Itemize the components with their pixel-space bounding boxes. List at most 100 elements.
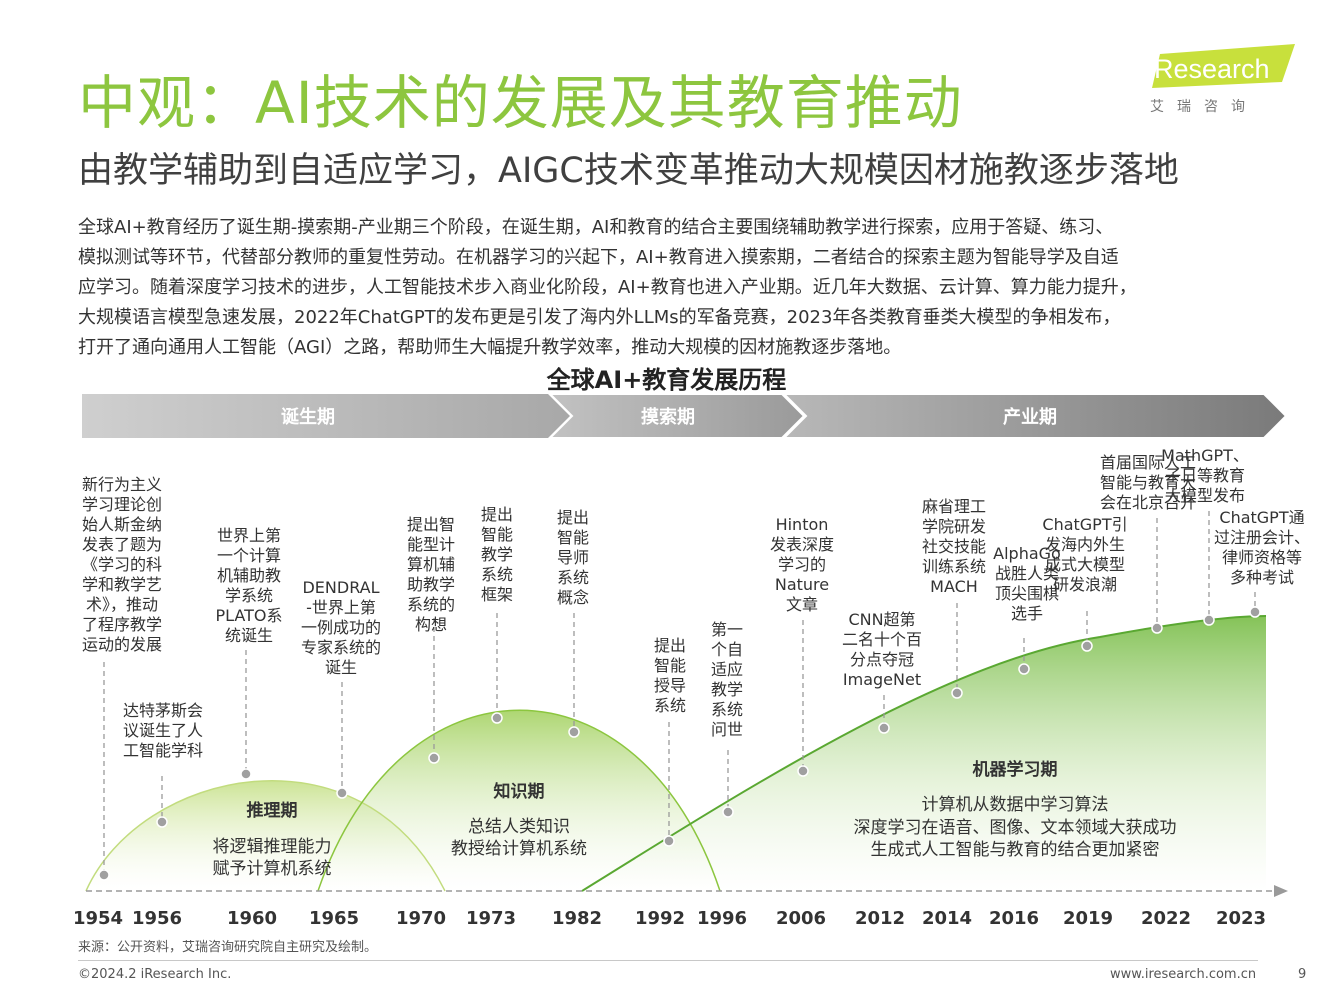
event-text-line: 提出 <box>557 508 589 527</box>
event-text-line: MACH <box>930 577 978 596</box>
wave-name: 知识期 <box>493 781 545 802</box>
wave-name: 推理期 <box>247 800 298 821</box>
event-text-line: MathGPT、 <box>1161 446 1249 465</box>
event-text-line: 学系统 <box>225 586 273 605</box>
event-text-line: ChatGPT引 <box>1042 515 1127 534</box>
paragraph-line: 大规模语言模型急速发展，2022年ChatGPT的发布更是引发了海内外LLMs的… <box>78 307 1121 328</box>
event-dot <box>336 787 348 799</box>
event-text-line: 助教学 <box>407 575 455 594</box>
event-text-line: 分点夺冠 <box>850 650 914 669</box>
event-text-line: 过注册会计、 <box>1214 528 1310 547</box>
event-text-line: AlphaGo <box>993 544 1061 563</box>
event-dot <box>98 869 110 881</box>
event-text-line: 学和教学艺 <box>82 575 162 594</box>
page-subtitle: 由教学辅助到自适应学习，AIGC技术变革推动大规模因材施教逐步落地 <box>78 151 1179 191</box>
year-label: 1982 <box>552 908 602 929</box>
event-text-line: 大模型发布 <box>1165 486 1245 505</box>
event-text-line: DENDRAL <box>302 578 379 597</box>
event-text-line: 成式大模型 <box>1045 555 1125 574</box>
phase-banner: 诞生期 摸索期 产业期 <box>82 393 1288 439</box>
event-text-line: 问世 <box>711 720 743 739</box>
event-text-line: Hinton <box>776 515 829 534</box>
event-text-line: 算机辅 <box>407 555 455 574</box>
year-axis-labels: 1954 1956 1960 1965 1970 1973 1982 1992 1996 2006… <box>73 908 1266 929</box>
year-label: 2022 <box>1141 908 1191 929</box>
event-text-line: 智能 <box>481 525 513 544</box>
event-text-line: 始人斯金纳 <box>82 515 162 534</box>
event-dot <box>797 765 809 777</box>
event-text-line: 《学习的科 <box>82 555 162 574</box>
event-text-line: 一例成功的 <box>301 618 381 637</box>
event-dot <box>1249 606 1261 618</box>
phase-label: 诞生期 <box>281 406 335 428</box>
paragraph-line: 全球AI+教育经历了诞生期-摸索期-产业期三个阶段，在诞生期，AI和教育的结合主… <box>78 217 1114 238</box>
paragraph-line: 应学习。随着深度学习技术的进步，人工智能技术步入商业化阶段，AI+教育也进入产业… <box>78 277 1137 298</box>
wave-desc-line: 将逻辑推理能力 <box>213 837 332 857</box>
event-text-line: 适应 <box>711 660 743 679</box>
event-text-line: ChatGPT通 <box>1219 508 1304 527</box>
event-text-line: 选手 <box>1011 604 1043 623</box>
event-dot <box>1081 640 1093 652</box>
event-text-line: 律师资格等 <box>1222 548 1302 567</box>
event-text-line: 术》，推动 <box>86 595 158 614</box>
event-text-line: -世界上第 <box>306 598 376 617</box>
event-text-line: 社交技能 <box>922 537 986 556</box>
wave-knowledge <box>318 710 720 891</box>
logo-tagline: 艾瑞咨询 <box>1150 99 1258 115</box>
wave-ml <box>582 616 1266 891</box>
paragraph-line: 模拟测试等环节，代替部分教师的重复性劳动。在机器学习的兴起下，AI+教育进入摸索… <box>78 247 1119 268</box>
paragraph-line: 打开了通向通用人工智能（AGI）之路，帮助师生大幅提升教学效率，推动大规模的因材… <box>78 337 902 358</box>
event-text-line: 新行为主义 <box>82 475 162 494</box>
event-text-line: 训练系统 <box>922 557 986 576</box>
year-label: 2014 <box>922 908 972 929</box>
year-label: 2019 <box>1063 908 1113 929</box>
event-text-line: 系统 <box>557 568 589 587</box>
event-text-line: 运动的发展 <box>82 635 162 654</box>
event-text-line: 了程序教学 <box>82 615 162 634</box>
event-text-line: 授导 <box>654 676 686 695</box>
wave-desc-line: 生成式人工智能与教育的结合更加紧密 <box>871 840 1160 860</box>
wave-desc-line: 计算机从数据中学习算法 <box>922 795 1109 815</box>
year-label: 1954 <box>73 908 123 929</box>
event-text-line: 提出 <box>654 636 686 655</box>
year-label: 2016 <box>989 908 1039 929</box>
event-text-line: 系统的 <box>407 595 455 614</box>
event-text-line: 子日等教育 <box>1165 466 1245 485</box>
event-text-line: 研发浪潮 <box>1053 575 1117 594</box>
event-text-line: CNN超第 <box>848 610 915 629</box>
event-text-line: 达特茅斯会 <box>123 701 203 720</box>
event-text-line: 发表深度 <box>770 535 834 554</box>
event-text-line: 能型计 <box>407 535 455 554</box>
phase-arrow <box>82 394 570 438</box>
event-text-line: Nature <box>775 575 829 594</box>
event-text-line: 战胜人类 <box>995 564 1059 583</box>
event-text-line: 学习理论创 <box>82 495 162 514</box>
event-dot <box>428 752 440 764</box>
event-text-line: 首届国际人工 <box>1100 453 1196 472</box>
event-text-line: 文章 <box>786 595 818 614</box>
page-title: 中观：AI技术的发展及其教育推动 <box>78 69 963 137</box>
wave-desc-line: 赋予计算机系统 <box>213 859 332 879</box>
event-dot <box>240 768 252 780</box>
year-label: 1973 <box>466 908 516 929</box>
source-note: 来源：公开资料，艾瑞咨询研究院自主研究及绘制。 <box>78 940 378 955</box>
event-text-line: 提出智 <box>407 515 455 534</box>
event-text-line: 个自 <box>711 640 743 659</box>
event-dot <box>722 806 734 818</box>
year-label: 1965 <box>309 908 359 929</box>
event-dot <box>663 835 675 847</box>
timeline-title: 全球AI+教育发展历程 <box>546 366 787 394</box>
event-text-line: 诞生 <box>325 658 357 677</box>
event-dot <box>1151 622 1163 634</box>
event-text-line: 发海内外生 <box>1045 535 1125 554</box>
event-text-line: 系统 <box>654 696 686 715</box>
phase-arrow <box>781 393 1288 439</box>
phase-arrow <box>547 393 806 439</box>
event-text-line: 学院研发 <box>922 517 986 536</box>
event-text-line: 专家系统的 <box>301 638 381 657</box>
event-text-line: 会在北京召开 <box>1100 493 1196 512</box>
website: www.iresearch.com.cn <box>1110 967 1257 982</box>
wave-desc-line: 深度学习在语音、图像、文本领域大获成功 <box>854 818 1177 838</box>
logo-text: iResearch <box>1148 54 1270 84</box>
event-dot <box>1018 663 1030 675</box>
